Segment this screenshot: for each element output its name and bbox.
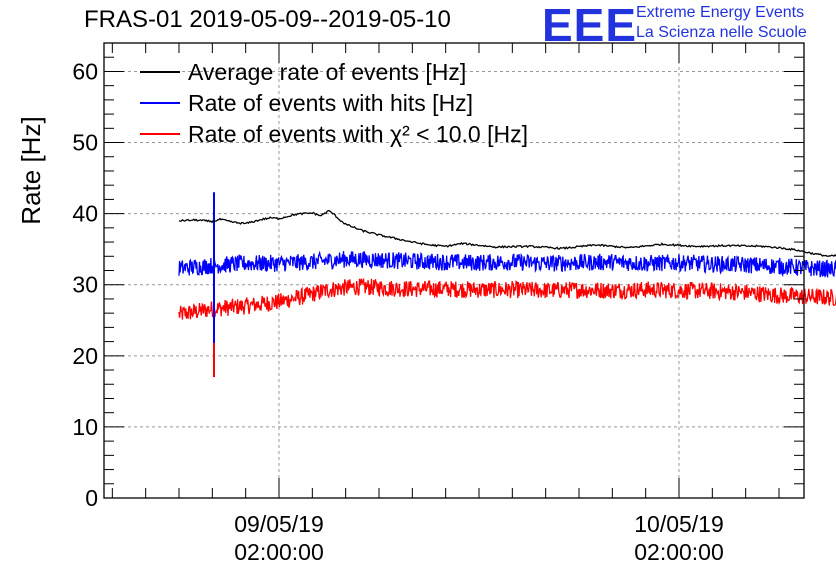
logo-line-2: La Scienza nelle Scuole (636, 24, 807, 41)
legend-label: Rate of events with χ² < 10.0 [Hz] (188, 121, 528, 147)
x-tick-time: 02:00:00 (234, 539, 324, 565)
series-line-1 (178, 250, 836, 278)
x-tick-time: 02:00:00 (634, 539, 724, 565)
legend-label: Rate of events with hits [Hz] (188, 90, 473, 116)
x-tick-date: 10/05/19 (634, 511, 724, 537)
y-tick-label: 20 (72, 343, 98, 369)
y-tick-label: 30 (72, 272, 98, 298)
logo-line-1: Extreme Energy Events (636, 4, 805, 21)
y-tick-label: 40 (72, 201, 98, 227)
legend-label: Average rate of events [Hz] (188, 59, 466, 85)
x-tick-date: 09/05/19 (234, 511, 324, 537)
y-axis-label: Rate [Hz] (16, 116, 46, 224)
y-tick-label: 50 (72, 130, 98, 156)
series-line-2 (178, 278, 836, 320)
chart-title: FRAS-01 2019-05-09--2019-05-10 (84, 6, 451, 33)
y-tick-label: 60 (72, 58, 98, 84)
series-line-0 (178, 209, 836, 257)
y-tick-label: 10 (72, 414, 98, 440)
y-tick-label: 0 (85, 485, 98, 511)
